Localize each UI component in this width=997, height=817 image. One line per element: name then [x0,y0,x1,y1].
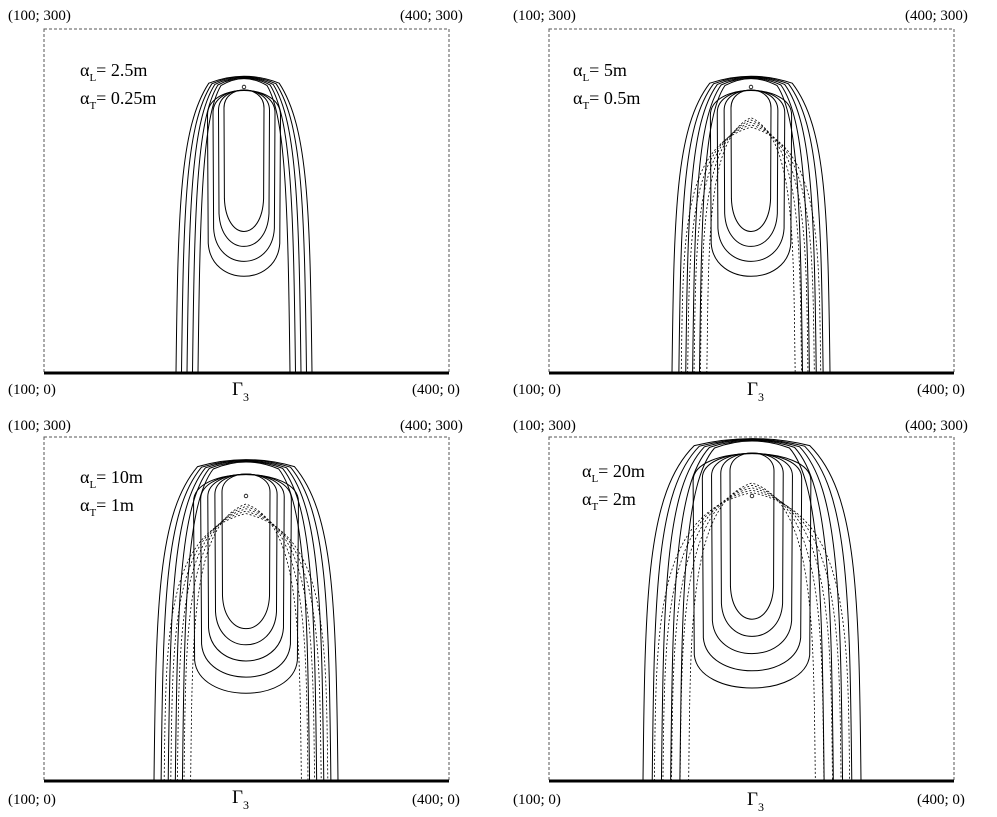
corner-label-top-left: (100; 300) [513,418,576,434]
panel-3: (100; 300) (400; 300) (100; 0) (400; 0) … [8,418,463,812]
panel-4: (100; 300) (400; 300) (100; 0) (400; 0) … [513,418,968,814]
source-point-marker [748,84,754,90]
concentration-contour [207,473,285,662]
reference-contour [671,487,833,782]
source-point-marker [243,493,249,499]
reference-contour [688,482,816,782]
concentration-contour [730,89,772,232]
reference-contour [176,508,316,782]
reference-contour [653,492,851,782]
concentration-contour [671,75,831,374]
reference-contour [700,119,802,374]
concentration-contour [160,459,332,782]
concentration-contour [217,89,271,247]
corner-label-bottom-right: (400; 0) [412,792,460,808]
concentration-contour [192,77,296,374]
corner-label-bottom-right: (400; 0) [412,382,460,398]
corner-label-top-right: (400; 300) [400,418,463,434]
concentration-contour [214,473,278,646]
concentration-contour [660,439,844,782]
reference-contour [190,503,302,782]
concentration-contour [181,76,307,374]
alpha-t-label: αT= 2m [582,489,636,513]
concentration-contour [723,89,779,247]
concentration-contour [221,473,271,630]
panel-2: (100; 300) (400; 300) (100; 0) (400; 0) … [513,8,968,404]
concentration-contour [692,77,810,374]
alpha-l-label: αL= 20m [582,461,645,485]
corner-label-top-right: (400; 300) [905,418,968,434]
concentration-contour [685,76,817,374]
alpha-l-label: αL= 2.5m [80,60,147,84]
corner-label-top-right: (400; 300) [905,8,968,24]
gamma3-label: Γ3 [232,379,249,404]
reference-contour [687,124,815,374]
concentration-contour [167,460,325,782]
domain-frame [43,436,450,782]
concentration-contour [197,78,291,374]
corner-label-top-left: (100; 300) [8,418,71,434]
plume-contours [642,438,862,782]
concentration-contour [181,461,311,782]
concentration-contour [716,89,786,262]
concentration-contour [679,440,825,782]
concentration-contour [200,474,292,678]
concentration-contour [670,439,834,782]
plume-contours [671,75,831,374]
concentration-contour [701,453,803,672]
concentration-contour [729,452,775,620]
alpha-l-label: αL= 5m [573,60,627,84]
source-point-marker [749,493,755,499]
concentration-contour [651,438,853,782]
concentration-contour [212,89,276,262]
corner-label-top-right: (400; 300) [400,8,463,24]
reference-contour [706,117,796,374]
concentration-contour [153,459,339,782]
panel-1: (100; 300) (400; 300) (100; 0) (400; 0) … [8,8,463,404]
reference-contour [693,121,809,374]
alpha-t-label: αT= 1m [80,495,134,519]
corner-label-top-left: (100; 300) [8,8,71,24]
corner-label-bottom-left: (100; 0) [513,382,561,398]
corner-label-bottom-right: (400; 0) [917,382,965,398]
corner-label-bottom-left: (100; 0) [513,792,561,808]
alpha-t-label: αT= 0.25m [80,88,156,112]
gamma3-label: Γ3 [747,789,764,814]
domain-frame [43,28,450,374]
plume-contours [175,75,313,374]
gamma3-label: Γ3 [232,787,249,812]
alpha-t-label: αT= 0.5m [573,88,640,112]
domain-frame [548,28,955,374]
concentration-contour [193,474,299,694]
reference-contour [163,513,329,782]
concentration-contour [206,89,282,277]
concentration-contour [186,76,302,374]
reference-contour [183,505,309,782]
reference-contour [170,510,322,782]
corner-label-bottom-left: (100; 0) [8,382,56,398]
concentration-contour [709,90,793,277]
reference-contour [680,126,822,374]
concentration-contour [699,78,803,374]
concentration-contour [711,452,793,654]
reference-contour [679,484,825,782]
source-point-marker [241,84,247,90]
corner-label-top-left: (100; 300) [513,8,576,24]
concentration-contour [175,75,313,374]
concentration-contour [678,76,824,374]
corner-label-bottom-left: (100; 0) [8,792,56,808]
concentration-contour [692,453,812,689]
corner-label-bottom-right: (400; 0) [917,792,965,808]
concentration-contour [223,89,265,232]
concentration-contour [174,460,318,782]
concentration-contour [642,438,862,782]
gamma3-label: Γ3 [747,379,764,404]
reference-contour [662,489,842,782]
alpha-l-label: αL= 10m [80,467,143,491]
plume-contours [153,459,339,782]
